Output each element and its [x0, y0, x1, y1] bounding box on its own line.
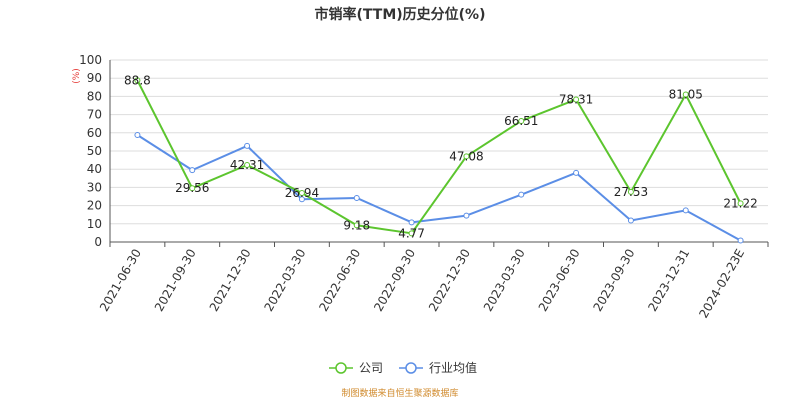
- y-axis-unit-label: (%): [72, 68, 82, 84]
- data-point: [573, 169, 580, 176]
- data-label: 81.05: [669, 87, 703, 101]
- legend-label: 公司: [359, 361, 383, 375]
- data-label: 88.8: [124, 73, 151, 87]
- legend-marker: [405, 362, 417, 374]
- y-tick-label: 10: [87, 217, 102, 231]
- y-tick-label: 30: [87, 180, 102, 194]
- y-tick-label: 70: [87, 108, 102, 122]
- data-point: [737, 237, 744, 244]
- data-label: 29.56: [175, 181, 209, 195]
- y-tick-labels: 0 10 20 30 40 50 60 70 80 90 100: [79, 53, 102, 249]
- y-tick-label: 90: [87, 71, 102, 85]
- data-point: [682, 91, 689, 98]
- legend-marker: [335, 362, 347, 374]
- source-note: 制图数据来自恒生聚源数据库: [341, 387, 458, 399]
- data-label: 78.31: [559, 92, 593, 106]
- x-tick-label: 2022-09-30: [371, 247, 418, 314]
- data-point: [518, 117, 525, 124]
- data-label: 26.94: [285, 186, 319, 200]
- x-tick-label: 2021-06-30: [97, 247, 144, 314]
- x-tick-label: 2023-12-31: [645, 247, 692, 314]
- data-point: [627, 188, 634, 195]
- x-tick-label: 2022-06-30: [316, 247, 363, 314]
- gridlines: [110, 59, 768, 225]
- x-tick-labels: 2021-06-30 2021-09-30 2021-12-30 2022-03-30…: [97, 246, 747, 320]
- y-tick-label: 0: [94, 235, 102, 249]
- data-point: [244, 161, 251, 168]
- y-tick-label: 50: [87, 144, 102, 158]
- data-point: [298, 189, 305, 196]
- data-point: [244, 142, 251, 149]
- x-tick-label: 2024-02-23E: [696, 247, 747, 321]
- data-point: [573, 96, 580, 103]
- data-point: [463, 153, 470, 160]
- chart-title: 市销率(TTM)历史分位(%): [315, 6, 486, 23]
- axes: [109, 60, 769, 247]
- data-point: [682, 207, 689, 214]
- data-point: [408, 230, 415, 237]
- data-point: [627, 217, 634, 224]
- data-point: [298, 196, 305, 203]
- y-tick-label: 100: [79, 53, 102, 67]
- data-label: 47.08: [449, 149, 483, 163]
- data-label: 4.77: [398, 226, 425, 240]
- y-tick-label: 40: [87, 162, 102, 176]
- data-labels: 88.8 29.56 42.31 26.94 9.18 4.77 47.08 66.51 78.…: [124, 73, 758, 240]
- data-point: [189, 167, 196, 174]
- y-tick-label: 80: [87, 89, 102, 103]
- data-point: [463, 212, 470, 219]
- data-label: 42.31: [230, 158, 264, 172]
- data-point: [134, 131, 141, 138]
- y-tick-label: 60: [87, 126, 102, 140]
- x-tick-label: 2021-09-30: [152, 247, 199, 314]
- y-tick-label: 20: [87, 199, 102, 213]
- x-tick-label: 2023-09-30: [591, 247, 638, 314]
- data-point: [353, 222, 360, 229]
- data-label: 9.18: [343, 218, 370, 232]
- series-line-公司: [136, 79, 742, 235]
- data-point: [518, 191, 525, 198]
- data-label: 27.53: [614, 185, 648, 199]
- data-point: [408, 219, 415, 226]
- x-tick-label: 2022-12-30: [426, 246, 473, 313]
- legend: 公司 行业均值: [329, 360, 477, 375]
- data-label: 66.51: [504, 114, 538, 128]
- data-point: [134, 77, 141, 84]
- series-lines: [134, 77, 744, 244]
- data-point: [189, 185, 196, 192]
- x-tick-label: 2023-03-30: [481, 247, 528, 314]
- x-tick-label: 2023-06-30: [536, 247, 583, 314]
- data-point: [737, 200, 744, 207]
- data-point: [353, 194, 360, 201]
- x-tick-label: 2021-12-30: [207, 246, 254, 313]
- legend-label: 行业均值: [429, 360, 477, 375]
- series-line-行业均值: [136, 134, 742, 242]
- x-tick-label: 2022-03-30: [262, 247, 309, 314]
- data-label: 21.22: [723, 196, 757, 210]
